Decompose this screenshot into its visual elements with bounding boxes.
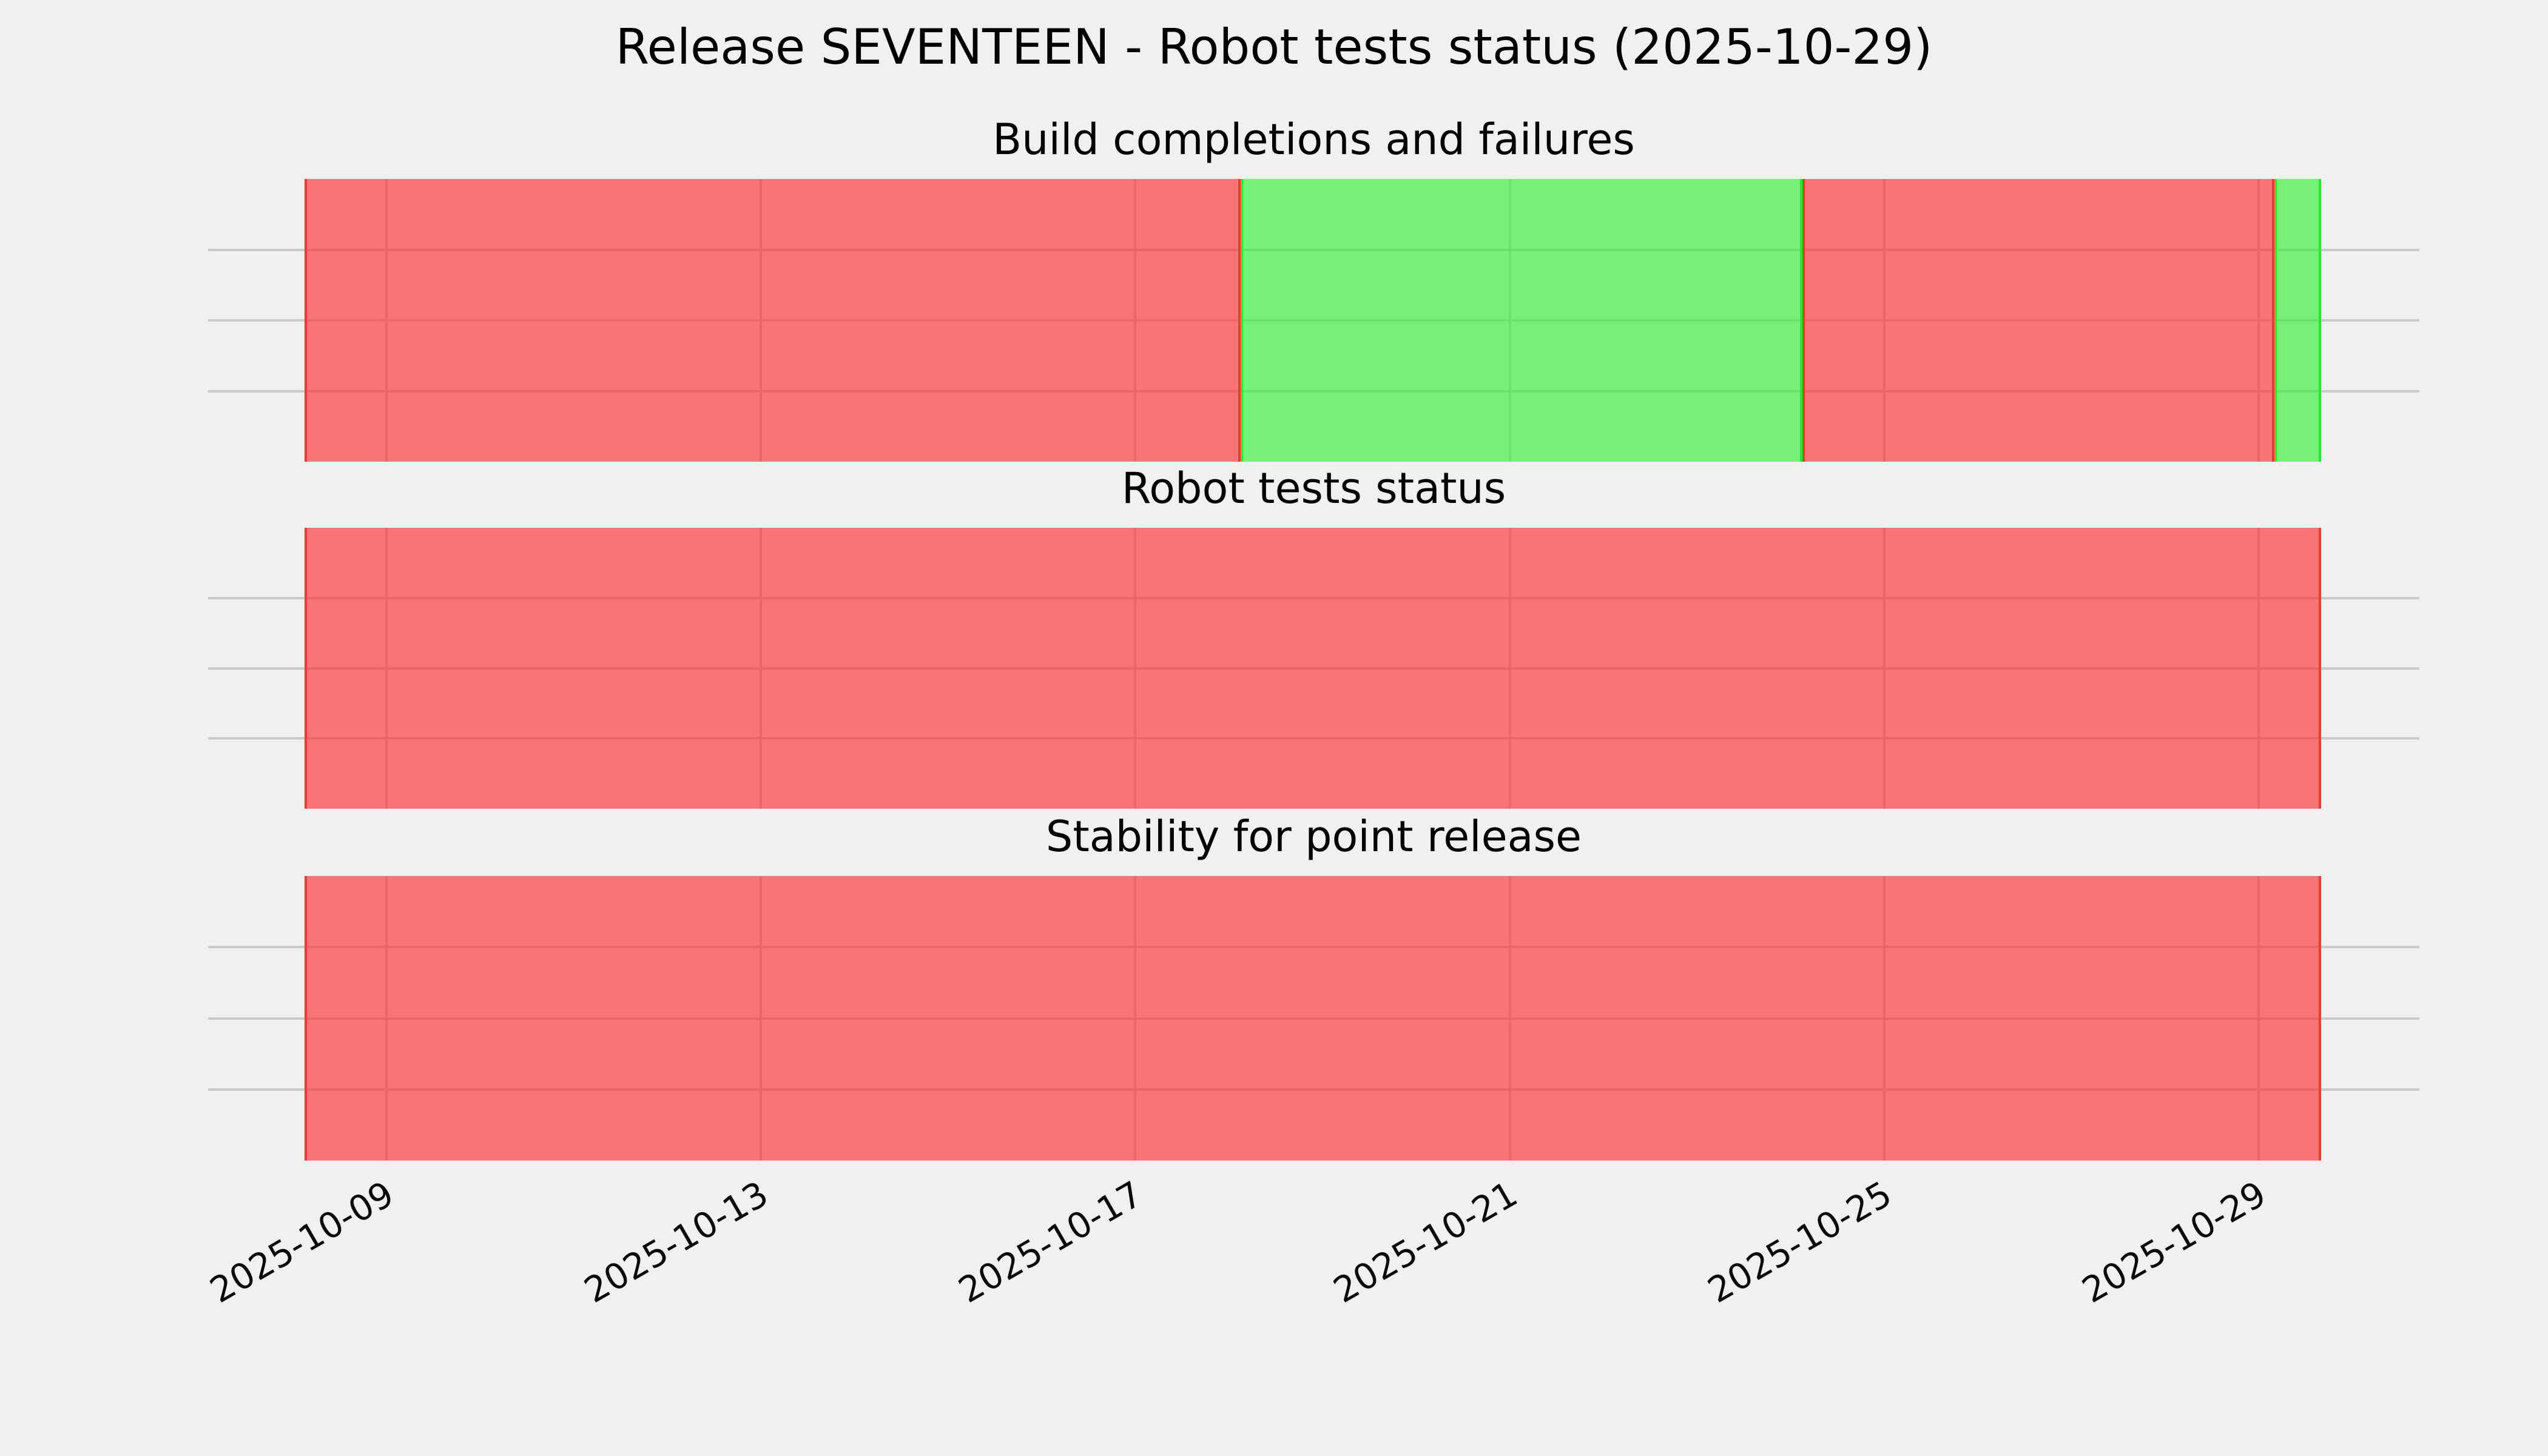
x-tick-label: 2025-10-09 (203, 1173, 401, 1312)
status-segment-passing (2274, 179, 2321, 462)
subplot-title: Stability for point release (1045, 812, 1582, 861)
status-segment-failing (305, 179, 1241, 462)
status-segment-passing (1241, 179, 1802, 462)
chart-title: Release SEVENTEEN - Robot tests status (… (615, 19, 1933, 75)
x-tick-label: 2025-10-29 (2075, 1173, 2273, 1312)
status-segment-failing (1802, 179, 2274, 462)
subplot-title: Robot tests status (1121, 463, 1506, 513)
status-segment-failing (305, 528, 2321, 809)
status-segment-failing (305, 876, 2321, 1161)
x-tick-label: 2025-10-25 (1700, 1173, 1899, 1312)
x-tick-label: 2025-10-13 (577, 1173, 775, 1312)
x-tick-label: 2025-10-21 (1326, 1173, 1525, 1312)
x-tick-label: 2025-10-17 (951, 1173, 1150, 1312)
subplot-title: Build completions and failures (993, 115, 1635, 164)
